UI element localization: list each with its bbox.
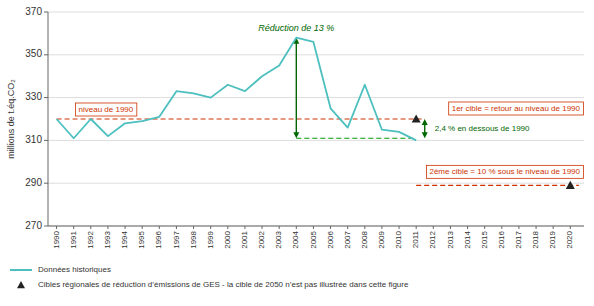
page: {"chart_data": { "type": "line", "ylabel… [0, 0, 594, 306]
y-tick-label: 290 [25, 177, 42, 188]
y-axis [48, 12, 49, 226]
grid-line [48, 12, 584, 13]
target-marker [412, 115, 421, 123]
x-tick-label: 2002 [257, 230, 266, 248]
x-tick-label: 2015 [480, 230, 489, 248]
arrow-label: 2,4 % en dessous de 1990 [435, 124, 530, 133]
x-tick-label: 2001 [240, 230, 249, 248]
x-tick-label: 1991 [69, 230, 78, 248]
x-tick-label: 1992 [86, 230, 95, 248]
x-tick-label: 2011 [411, 230, 420, 248]
x-tick-label: 2004 [291, 230, 300, 248]
x-tick-label: 2009 [377, 230, 386, 248]
x-tick-label: 2006 [326, 230, 335, 248]
annotation-text: 1er cible = retour au niveau de 1990 [452, 104, 581, 113]
grid-line [48, 140, 584, 141]
x-tick-label: 2012 [428, 230, 437, 248]
target-marker [566, 181, 575, 189]
target-annotation: 2ème cible = 10 % sous le niveau de 1990 [426, 165, 583, 178]
x-tick-label: 2013 [446, 230, 455, 248]
arrow-shaft [296, 42, 297, 135]
x-tick-label: 2020 [565, 230, 574, 248]
x-tick-label: 1993 [103, 230, 112, 248]
y-tick-label: 310 [25, 134, 42, 145]
annotation-text: 2ème cible = 10 % sous le niveau de 1990 [429, 167, 580, 176]
x-tick-label: 1990 [52, 230, 61, 248]
y-tick-label: 330 [25, 91, 42, 102]
grid-line [48, 97, 584, 98]
data-line [57, 38, 417, 141]
reference-label: niveau de 1990 [76, 103, 137, 116]
x-tick-label: 2014 [463, 230, 472, 248]
legend-label: Données historiques [38, 265, 111, 274]
y-tick-label: 270 [25, 220, 42, 231]
x-tick-label: 2016 [497, 230, 506, 248]
legend: Données historiques Cibles régionales de … [10, 265, 409, 289]
arrow [422, 119, 428, 138]
x-tick-label: 2008 [360, 230, 369, 248]
x-tick-label: 2005 [309, 230, 318, 248]
y-tick [44, 140, 48, 141]
arrow-head [422, 119, 428, 125]
reference-line [296, 138, 416, 139]
x-tick-label: 2003 [274, 230, 283, 248]
x-tick-label: 2017 [514, 230, 523, 248]
x-tick-label: 1994 [120, 230, 129, 248]
reference-line [57, 118, 425, 119]
legend-item: Données historiques [10, 265, 111, 274]
target-annotation: 1er cible = retour au niveau de 1990 [449, 102, 584, 115]
annotation-box [426, 165, 583, 178]
y-tick-label: 350 [25, 48, 42, 59]
x-tick-label: 1995 [137, 230, 146, 248]
x-tick-label: 2000 [223, 230, 232, 248]
legend-item: Cibles régionales de réduction d’émissio… [17, 280, 409, 289]
grid [48, 12, 584, 226]
x-tick-label: 2018 [531, 230, 540, 248]
y-tick [44, 183, 48, 184]
y-axis-label: millions de t.éq.CO₂ [6, 79, 16, 159]
grid-line [48, 226, 584, 227]
arrow-head [293, 132, 299, 138]
reference-line [416, 185, 579, 186]
legend-swatch [10, 269, 32, 271]
annotation-text: niveau de 1990 [79, 105, 134, 114]
arrow [293, 38, 299, 139]
arrow-head [422, 132, 428, 138]
x-tick-label: 1998 [189, 230, 198, 248]
y-tick [44, 226, 48, 227]
annotation-box [449, 102, 584, 115]
y-tick [44, 54, 48, 55]
x-tick-label: 1997 [172, 230, 181, 248]
legend-swatch [17, 281, 25, 288]
legend-label: Cibles régionales de réduction d’émissio… [38, 280, 409, 289]
y-tick [44, 97, 48, 98]
y-tick [44, 12, 48, 13]
x-tick-label: 2019 [548, 230, 557, 248]
x-tick-label: 2010 [394, 230, 403, 248]
x-tick-label: 1996 [154, 230, 163, 248]
x-tick-label: 2007 [343, 230, 352, 248]
annotation-box [76, 103, 137, 116]
x-axis [48, 226, 584, 227]
arrow-label: Réduction de 13 % [258, 23, 334, 33]
x-tick-label: 1999 [206, 230, 215, 248]
grid-line [48, 183, 584, 184]
chart: 270 290 310 330 350 370 1990 1991 1992 1993 1994 19… [0, 0, 594, 306]
y-tick-label: 370 [25, 6, 42, 17]
